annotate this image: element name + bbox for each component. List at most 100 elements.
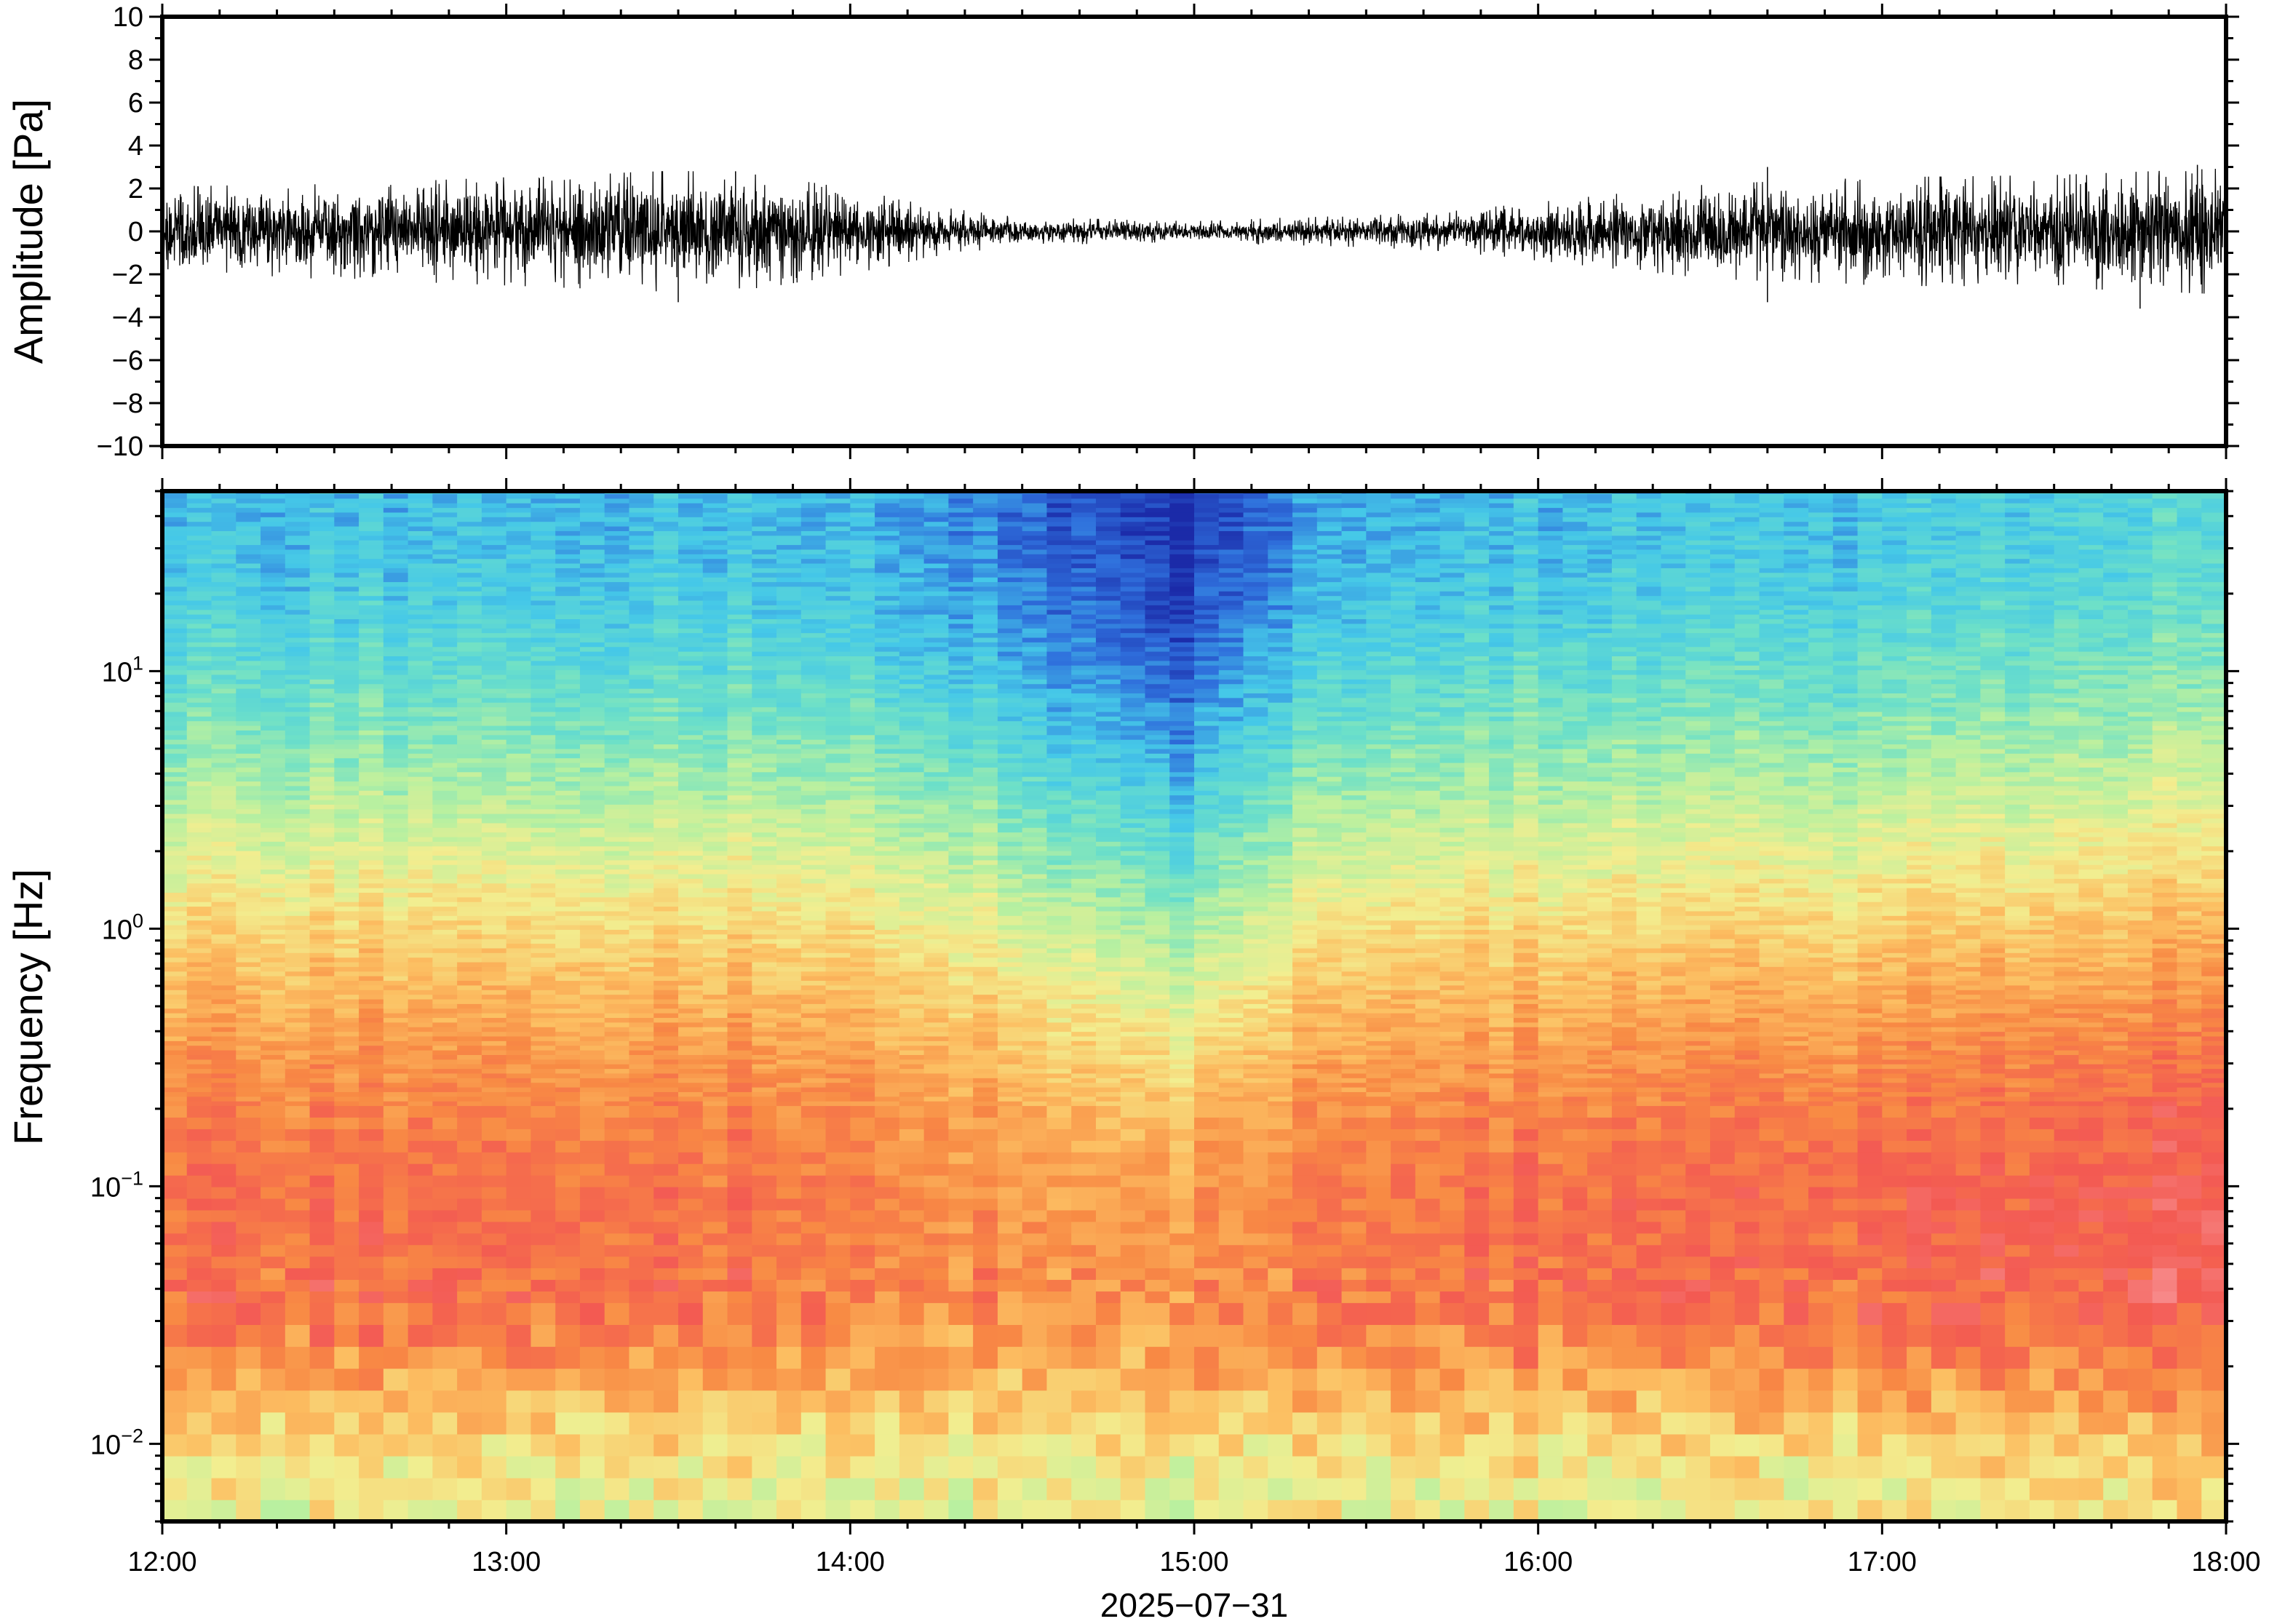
waveform-trace <box>162 164 2226 309</box>
spectrogram-cell <box>457 915 482 921</box>
spectrogram-cell <box>359 808 384 814</box>
spectrogram-cell <box>383 1003 409 1009</box>
spectrogram-cell <box>432 693 458 698</box>
spectrogram-cell <box>555 554 581 560</box>
spectrogram-cell <box>875 924 900 930</box>
spectrogram-cell <box>285 878 311 884</box>
spectrogram-cell <box>162 1078 188 1083</box>
spectrogram-cell <box>899 1233 925 1246</box>
spectrogram-cell <box>850 1049 875 1055</box>
spectrogram-cell <box>506 1302 532 1325</box>
spectrogram-cell <box>727 1091 753 1097</box>
spectrogram-cell <box>261 576 286 583</box>
spectrogram-cell <box>629 804 655 810</box>
spectrogram-heatmap <box>162 491 2226 1521</box>
spectrogram-cell <box>383 568 409 573</box>
spectrogram-cell <box>678 896 704 902</box>
spectrogram-cell <box>162 576 188 583</box>
spectrogram-cell <box>236 1063 261 1070</box>
spectrogram-cell <box>629 562 655 568</box>
spectrogram-cell <box>899 1433 925 1457</box>
spectrogram-cell <box>702 896 728 902</box>
spectrogram-cell <box>334 957 359 963</box>
spectrogram-cell <box>555 1163 581 1176</box>
spectrogram-cell <box>604 493 630 499</box>
spectrogram-cell <box>825 1412 851 1435</box>
spectrogram-cell <box>481 600 507 605</box>
spectrogram-cell <box>653 869 679 875</box>
spectrogram-cell <box>629 535 655 541</box>
spectrogram-cell <box>359 1100 384 1107</box>
spectrogram-cell <box>800 530 827 536</box>
spectrogram-cell <box>432 1017 458 1023</box>
spectrogram-cell <box>727 595 753 601</box>
spectrogram-cell <box>285 632 311 638</box>
spectrogram-cell <box>531 609 556 615</box>
spectrogram-cell <box>285 1100 311 1107</box>
spectrogram-cell <box>752 901 777 907</box>
spectrogram-cell <box>727 544 753 550</box>
spectrogram-cell <box>604 1063 630 1070</box>
spectrogram-cell <box>186 679 212 685</box>
spectrogram-cell <box>727 586 753 592</box>
spectrogram-cell <box>875 1022 900 1027</box>
spectrogram-cell <box>825 841 851 847</box>
spectrogram-cell <box>408 799 434 805</box>
spectrogram-cell <box>629 975 655 982</box>
spectrogram-cell <box>432 1026 458 1032</box>
spectrogram-cell <box>309 595 335 601</box>
spectrogram-cell <box>555 1129 581 1141</box>
spectrogram-cell <box>678 1096 704 1102</box>
spectrogram-cell <box>236 530 261 536</box>
spectrogram-cell <box>506 744 532 749</box>
spectrogram-cell <box>309 1035 335 1041</box>
spectrogram-cell <box>506 1117 532 1129</box>
spectrogram-cell <box>875 1346 900 1369</box>
spectrogram-cell <box>457 650 482 656</box>
spectrogram-cell <box>186 845 212 851</box>
spectrogram-cell <box>359 1091 384 1097</box>
spectrogram-cell <box>506 642 532 648</box>
spectrogram-cell <box>186 984 212 990</box>
spectrogram-cell <box>702 512 728 517</box>
spectrogram-cell <box>653 642 679 648</box>
spectrogram-cell <box>776 836 802 842</box>
spectrogram-cell <box>261 910 286 916</box>
spectrogram-cell <box>309 966 335 972</box>
spectrogram-cell <box>776 757 802 763</box>
spectrogram-cell <box>800 1256 827 1269</box>
spectrogram-cell <box>604 525 630 531</box>
spectrogram-cell <box>776 989 802 995</box>
spectrogram-cell <box>629 789 655 796</box>
spectrogram-cell <box>162 586 188 592</box>
spectrogram-cell <box>383 748 409 754</box>
spectrogram-cell <box>309 767 335 773</box>
spectrogram-cell <box>653 591 679 597</box>
spectrogram-cell <box>899 1244 925 1257</box>
spectrogram-cell <box>776 568 802 573</box>
spectrogram-cell <box>776 1477 802 1500</box>
spectrogram-cell <box>825 660 851 666</box>
spectrogram-cell <box>383 901 409 907</box>
spectrogram-cell <box>555 883 581 888</box>
spectrogram-cell <box>186 683 212 689</box>
spectrogram-cell <box>383 878 409 884</box>
spectrogram-cell <box>432 1163 458 1176</box>
spectrogram-cell <box>727 832 753 837</box>
spectrogram-cell <box>555 697 581 703</box>
spectrogram-cell <box>285 748 311 754</box>
spectrogram-cell <box>334 650 359 656</box>
spectrogram-cell <box>579 1163 605 1176</box>
spectrogram-cell <box>359 1244 384 1257</box>
spectrogram-cell <box>531 947 556 953</box>
spectrogram-cell <box>162 683 188 689</box>
spectrogram-cell <box>383 600 409 605</box>
spectrogram-cell <box>408 864 434 870</box>
spectrogram-cell <box>629 762 655 768</box>
spectrogram-cell <box>752 1433 777 1457</box>
spectrogram-cell <box>850 1054 875 1060</box>
spectrogram-cell <box>359 739 384 745</box>
spectrogram-cell <box>408 1174 434 1187</box>
spectrogram-cell <box>186 1186 212 1199</box>
spectrogram-cell <box>579 994 605 1000</box>
